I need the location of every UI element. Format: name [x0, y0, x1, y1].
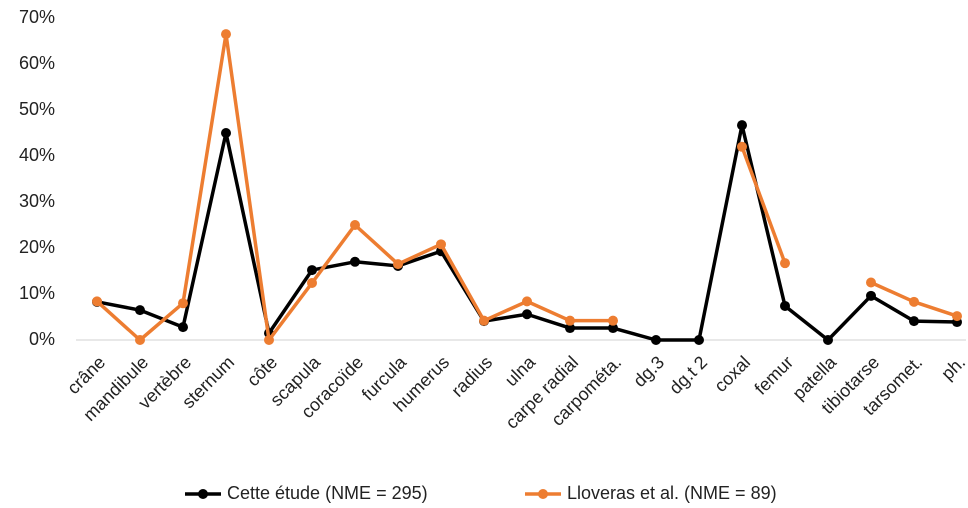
data-point: [608, 315, 618, 326]
y-tick-label: 40%: [19, 145, 55, 165]
y-tick-label: 60%: [19, 53, 55, 73]
series-line: [96, 123, 958, 342]
series-line: [95, 32, 613, 342]
x-tick-label: ulna: [501, 351, 540, 390]
data-point: [522, 296, 532, 307]
data-point: [651, 335, 661, 345]
data-point: [909, 316, 919, 327]
y-tick-label: 20%: [19, 237, 55, 257]
data-point: [952, 311, 962, 322]
y-tick-label: 70%: [19, 7, 55, 27]
data-point: [221, 29, 231, 40]
series-line: [740, 146, 787, 264]
data-point: [135, 305, 145, 316]
data-point: [565, 315, 575, 326]
x-tick-label: coxal: [710, 352, 754, 396]
y-tick-label: 0%: [29, 329, 55, 349]
data-point: [178, 322, 188, 333]
data-point: [737, 141, 747, 152]
data-point: [264, 335, 274, 345]
data-point: [307, 265, 317, 276]
data-point: [135, 335, 145, 345]
data-point: [307, 277, 317, 288]
x-tick-label: dg.3: [629, 352, 668, 391]
data-point: [608, 323, 618, 334]
y-tick-label: 10%: [19, 283, 55, 303]
legend-marker: [538, 489, 548, 499]
legend-label: Lloveras et al. (NME = 89): [567, 483, 777, 503]
data-point: [522, 309, 532, 320]
x-tick-label: ph.: [937, 352, 968, 384]
data-point: [350, 256, 360, 267]
x-tick-label: côte: [243, 352, 281, 390]
y-tick-label: 30%: [19, 191, 55, 211]
data-point: [393, 259, 403, 270]
data-point: [436, 239, 446, 250]
legend-label: Cette étude (NME = 295): [227, 483, 428, 503]
legend-marker: [198, 489, 208, 499]
data-point: [221, 128, 231, 138]
data-point: [737, 120, 747, 131]
data-point: [350, 220, 360, 230]
x-tick-label: dg.t 2: [665, 352, 711, 398]
data-point: [866, 290, 876, 301]
data-point: [565, 323, 575, 334]
data-point: [780, 300, 790, 311]
y-tick-label: 50%: [19, 99, 55, 119]
data-point: [909, 296, 919, 307]
data-point: [866, 277, 876, 288]
data-point: [780, 258, 790, 269]
data-point: [92, 296, 102, 307]
data-point: [479, 315, 489, 326]
x-tick-label: radius: [447, 352, 496, 401]
data-point: [178, 298, 188, 309]
data-point: [823, 335, 833, 345]
data-point: [694, 335, 704, 345]
